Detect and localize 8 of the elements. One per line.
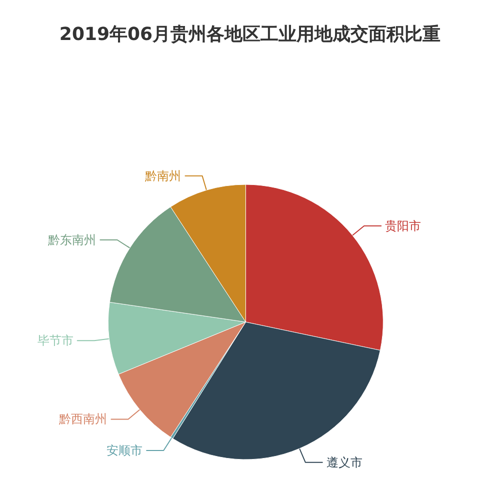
slice-label: 贵阳市: [385, 218, 422, 233]
slice-label: 遵义市: [326, 455, 362, 470]
slice-label: 黔南州: [144, 168, 182, 183]
slice-label: 黔东南州: [47, 232, 96, 247]
slice-label: 毕节市: [37, 334, 74, 348]
slice-label: 安顺市: [106, 444, 143, 458]
slice-label: 黔西南州: [58, 412, 108, 426]
chart-title: 2019年06月贵州各地区工业用地成交面积比重: [59, 24, 441, 45]
